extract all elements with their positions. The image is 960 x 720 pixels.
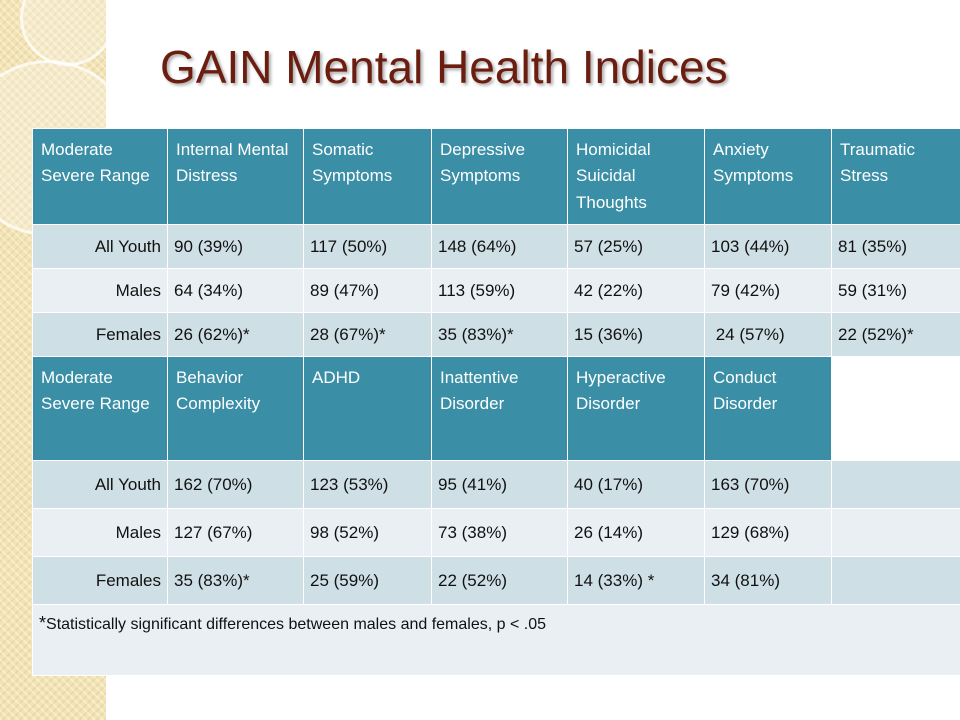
row-label: Females	[32, 556, 168, 605]
table-cell: 162 (70%)	[167, 460, 304, 509]
table-row: All Youth 90 (39%) 117 (50%) 148 (64%) 5…	[32, 224, 960, 269]
table-cell: 35 (83%)*	[167, 556, 304, 605]
table-cell: 113 (59%)	[431, 268, 568, 313]
table-cell: 26 (62%)*	[167, 312, 304, 357]
table2-header-cell: Inattentive Disorder	[431, 356, 568, 461]
table-cell: 98 (52%)	[303, 508, 432, 557]
table-row: Males 64 (34%) 89 (47%) 113 (59%) 42 (22…	[32, 268, 960, 313]
table-cell: 25 (59%)	[303, 556, 432, 605]
table-cell: 73 (38%)	[431, 508, 568, 557]
table2-header-cell: Behavior Complexity	[167, 356, 304, 461]
table-cell: 64 (34%)	[167, 268, 304, 313]
table2-header-row: Moderate Severe Range Behavior Complexit…	[32, 356, 960, 461]
table1-header-cell: Internal Mental Distress	[167, 128, 304, 225]
table-cell: 15 (36%)	[567, 312, 705, 357]
table-cell: 148 (64%)	[431, 224, 568, 269]
table-cell: 103 (44%)	[704, 224, 832, 269]
table-cell: 90 (39%)	[167, 224, 304, 269]
footnote-row: *Statistically significant differences b…	[32, 604, 960, 676]
footnote: *Statistically significant differences b…	[32, 604, 960, 676]
table-cell: 117 (50%)	[303, 224, 432, 269]
table1-header-row: Moderate Severe Range Internal Mental Di…	[32, 128, 960, 225]
footnote-star: *	[39, 613, 47, 633]
table1-header-cell: Moderate Severe Range	[32, 128, 168, 225]
table-row: All Youth 162 (70%) 123 (53%) 95 (41%) 4…	[32, 460, 960, 509]
table-cell: 42 (22%)	[567, 268, 705, 313]
table-cell: 34 (81%)	[704, 556, 832, 605]
table-cell: 28 (67%)*	[303, 312, 432, 357]
table1-header-cell: Anxiety Symptoms	[704, 128, 832, 225]
table-cell: 89 (47%)	[303, 268, 432, 313]
table-cell: 163 (70%)	[704, 460, 832, 509]
table-row: Females 35 (83%)* 25 (59%) 22 (52%) 14 (…	[32, 556, 960, 605]
table-cell: 22 (52%)*	[831, 312, 960, 357]
row-label: Females	[32, 312, 168, 357]
table1-header-cell: Traumatic Stress	[831, 128, 960, 225]
table2-header-cell: ADHD	[303, 356, 432, 461]
table2-header-cell: Hyperactive Disorder	[567, 356, 705, 461]
table-row: Females 26 (62%)* 28 (67%)* 35 (83%)* 15…	[32, 312, 960, 357]
row-label: All Youth	[32, 224, 168, 269]
table-cell: 59 (31%)	[831, 268, 960, 313]
table-cell: 35 (83%)*	[431, 312, 568, 357]
footnote-text: Statistically significant differences be…	[46, 616, 546, 633]
page-title: GAIN Mental Health Indices	[160, 41, 728, 93]
empty-cell	[831, 556, 960, 605]
table-cell: 22 (52%)	[431, 556, 568, 605]
table-row: Males 127 (67%) 98 (52%) 73 (38%) 26 (14…	[32, 508, 960, 557]
table-cell: 81 (35%)	[831, 224, 960, 269]
mental-health-table: Moderate Severe Range Internal Mental Di…	[32, 128, 960, 676]
table-cell: 95 (41%)	[431, 460, 568, 509]
table-cell: 40 (17%)	[567, 460, 705, 509]
empty-cell	[831, 508, 960, 557]
table-cell: 26 (14%)	[567, 508, 705, 557]
row-label: Males	[32, 508, 168, 557]
table-cell: 123 (53%)	[303, 460, 432, 509]
table-cell: 14 (33%) *	[567, 556, 705, 605]
table-cell: 57 (25%)	[567, 224, 705, 269]
table-cell: 79 (42%)	[704, 268, 832, 313]
empty-cell	[831, 460, 960, 509]
table1-header-cell: Homicidal Suicidal Thoughts	[567, 128, 705, 225]
table-cell: 129 (68%)	[704, 508, 832, 557]
row-label: All Youth	[32, 460, 168, 509]
table-cell: 127 (67%)	[167, 508, 304, 557]
table2-header-cell: Conduct Disorder	[704, 356, 832, 461]
row-label: Males	[32, 268, 168, 313]
table1-header-cell: Somatic Symptoms	[303, 128, 432, 225]
table-cell: 24 (57%)	[704, 312, 832, 357]
table2-header-cell: Moderate Severe Range	[32, 356, 168, 461]
table1-header-cell: Depressive Symptoms	[431, 128, 568, 225]
empty-cell	[831, 356, 960, 461]
